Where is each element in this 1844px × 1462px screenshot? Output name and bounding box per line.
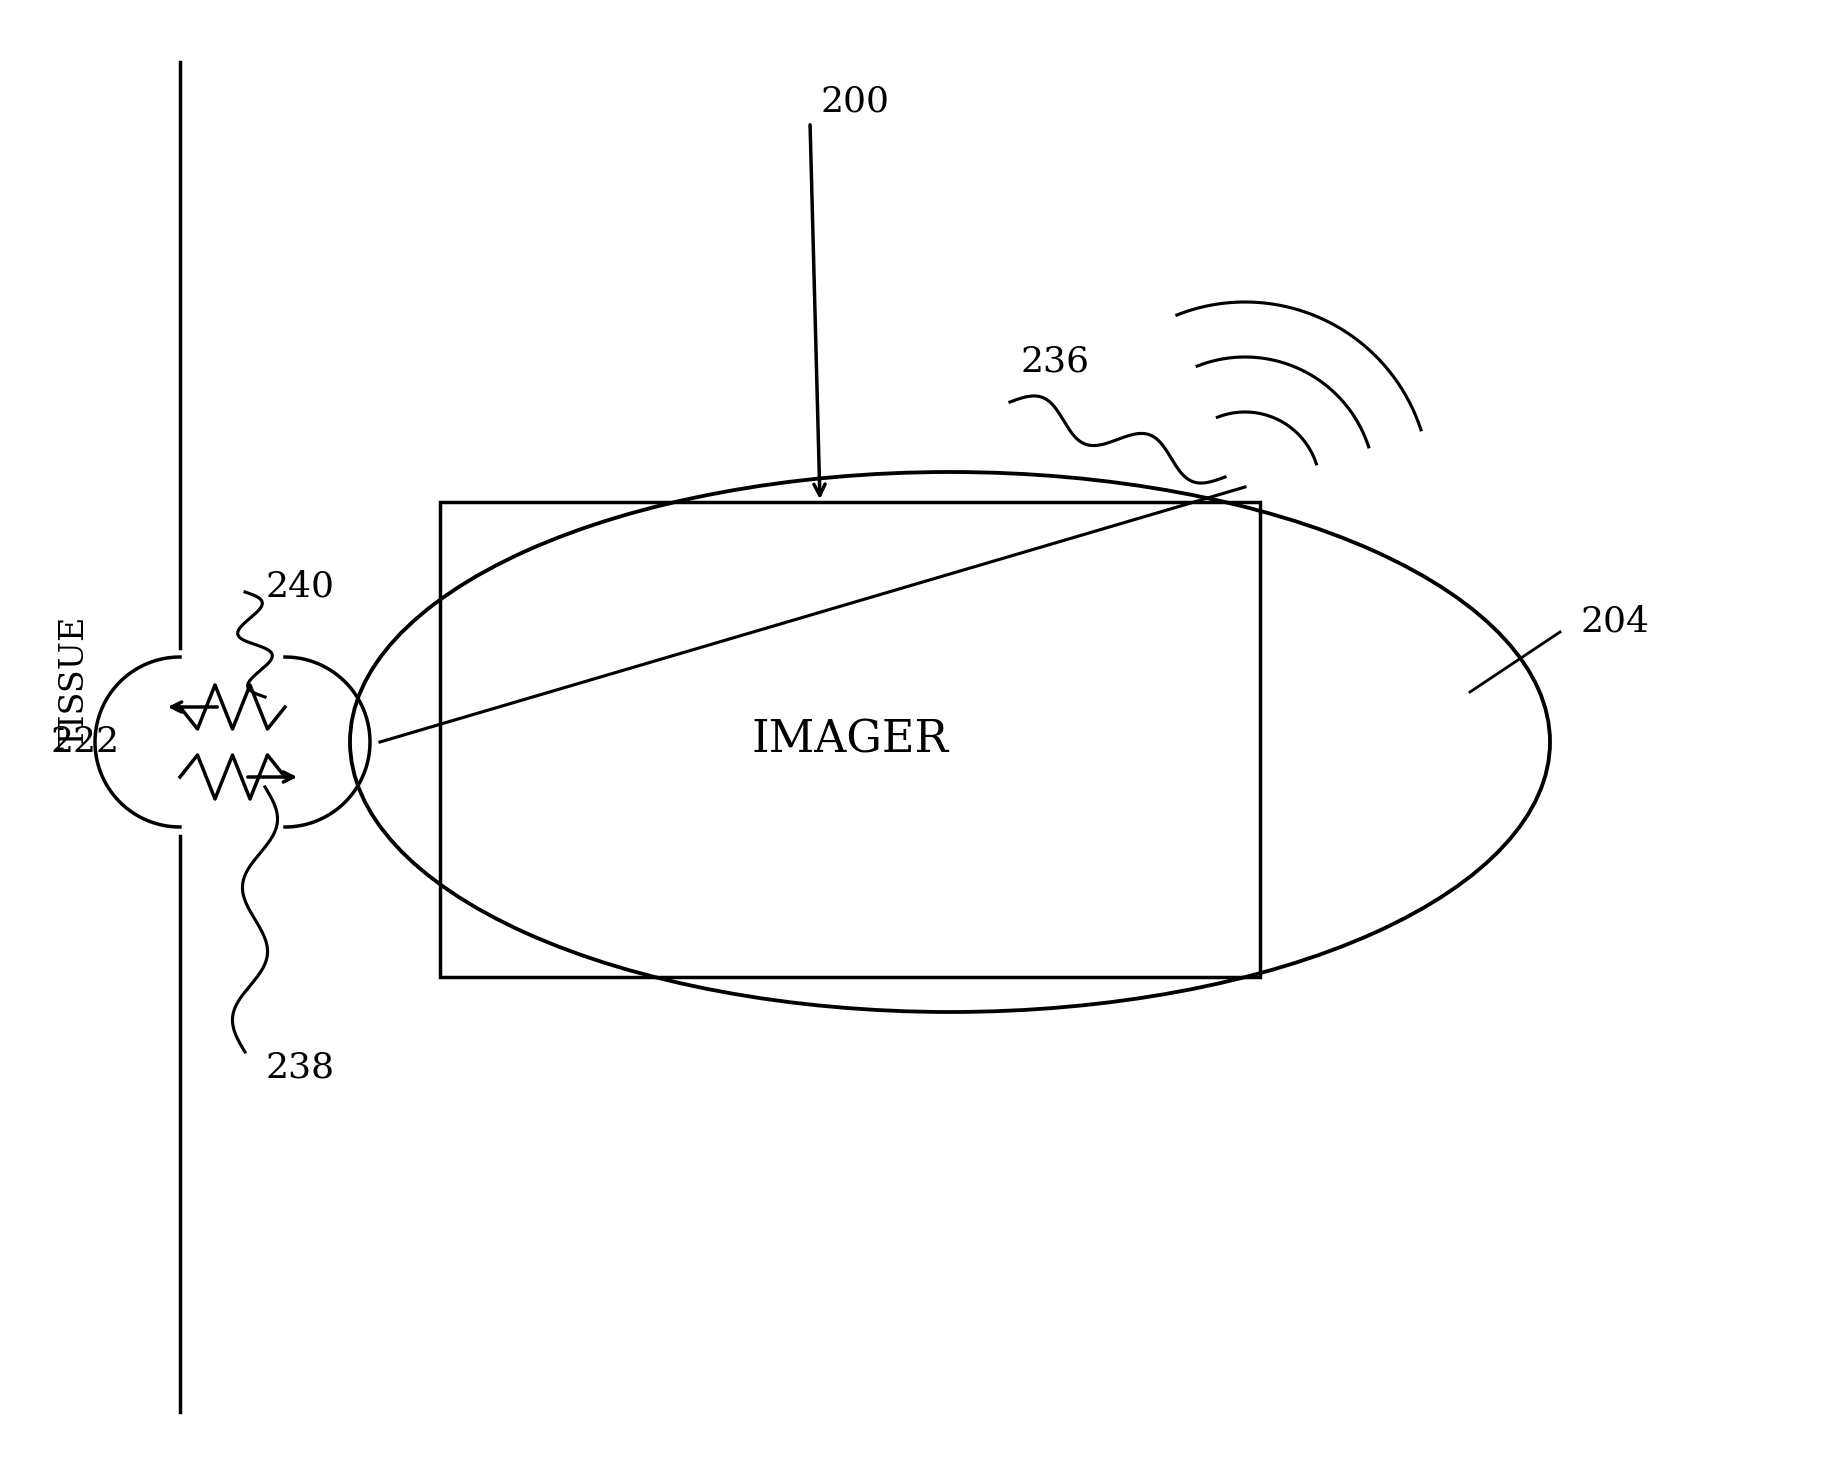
Text: 204: 204: [1580, 605, 1649, 639]
Text: TISSUE: TISSUE: [59, 616, 90, 749]
Bar: [441, 501, 1259, 977]
Text: 200: 200: [821, 85, 889, 118]
Text: 236: 236: [1020, 345, 1090, 379]
Text: 240: 240: [266, 570, 334, 604]
Text: 238: 238: [266, 1050, 334, 1083]
Text: 222: 222: [50, 725, 120, 759]
Text: IMAGER: IMAGER: [752, 718, 948, 762]
